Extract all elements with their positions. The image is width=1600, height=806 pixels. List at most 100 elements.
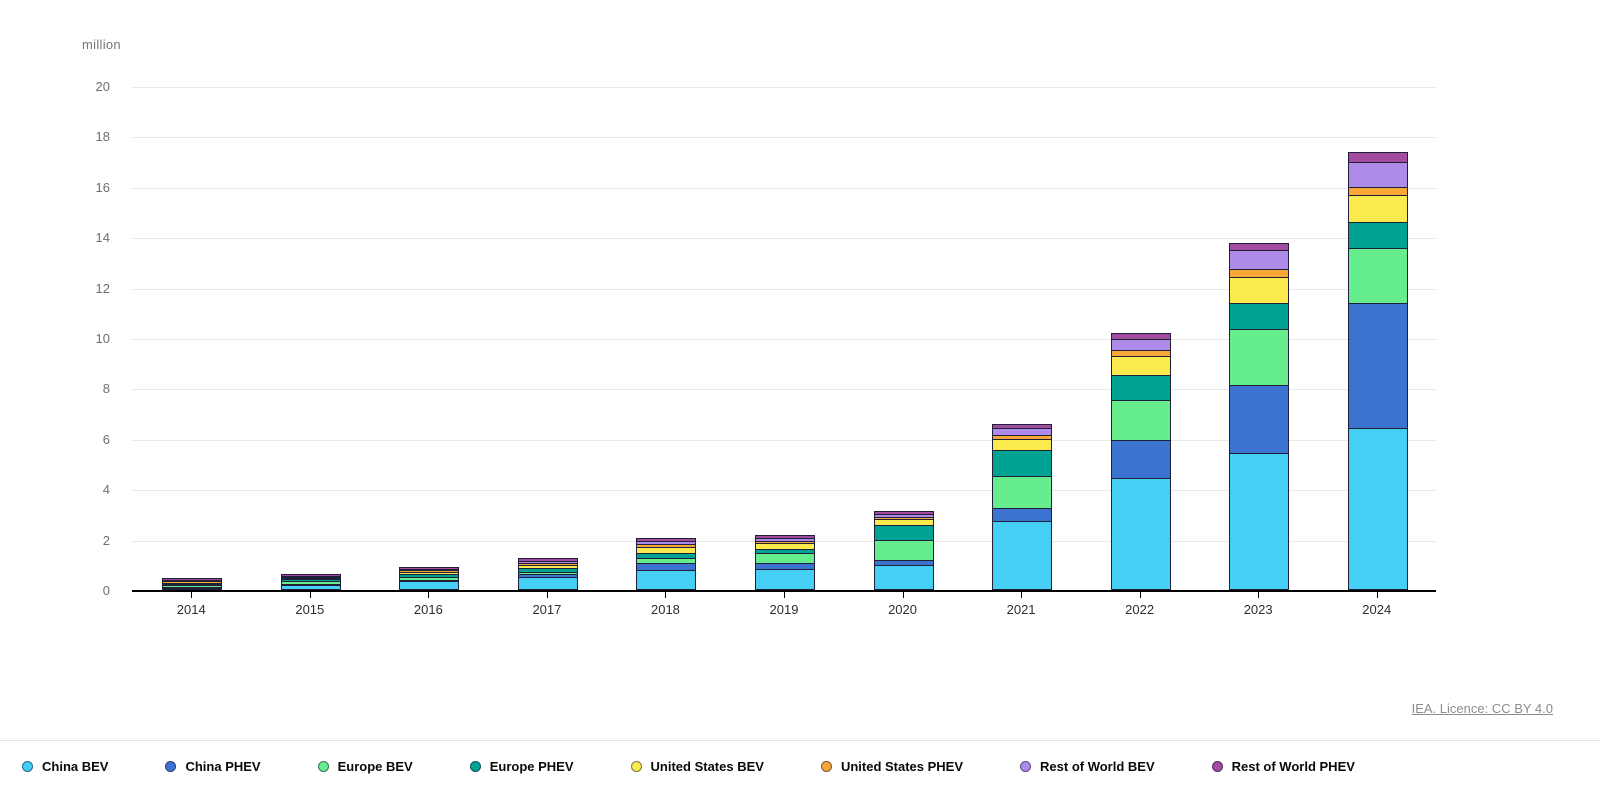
segment-united-states-bev-2017[interactable] bbox=[518, 565, 577, 568]
segment-united-states-phev-2015[interactable] bbox=[281, 576, 340, 578]
segment-europe-bev-2015[interactable] bbox=[281, 581, 340, 584]
segment-rest-of-world-bev-2023[interactable] bbox=[1230, 250, 1289, 269]
segment-china-phev-2015[interactable] bbox=[281, 583, 340, 586]
x-tick-2016 bbox=[428, 591, 430, 598]
segment-europe-bev-2019[interactable] bbox=[756, 553, 814, 563]
segment-europe-phev-2022[interactable] bbox=[1111, 374, 1170, 400]
segment-rest-of-world-phev-2017[interactable] bbox=[518, 559, 577, 562]
segment-united-states-bev-2020[interactable] bbox=[874, 518, 933, 525]
y-tick-label-0: 0 bbox=[102, 583, 110, 598]
segment-united-states-phev-2016[interactable] bbox=[400, 570, 459, 573]
segment-rest-of-world-phev-2019[interactable] bbox=[756, 535, 814, 538]
iea-licence-link[interactable]: IEA. Licence: CC BY 4.0 bbox=[1411, 701, 1553, 716]
segment-rest-of-world-bev-2024[interactable] bbox=[1348, 161, 1407, 188]
segment-europe-phev-2017[interactable] bbox=[518, 567, 577, 572]
segment-united-states-phev-2017[interactable] bbox=[518, 562, 577, 566]
segment-united-states-bev-2023[interactable] bbox=[1230, 276, 1289, 303]
segment-united-states-bev-2015[interactable] bbox=[281, 577, 340, 580]
segment-europe-bev-2016[interactable] bbox=[400, 577, 459, 580]
segment-europe-phev-2015[interactable] bbox=[281, 579, 340, 582]
segment-china-phev-2020[interactable] bbox=[874, 559, 933, 565]
segment-united-states-phev-2014[interactable] bbox=[163, 581, 222, 583]
segment-europe-bev-2024[interactable] bbox=[1348, 247, 1407, 303]
segment-china-bev-2022[interactable] bbox=[1111, 478, 1170, 589]
legend-item-rest-of-world-phev[interactable]: Rest of World PHEV bbox=[1211, 759, 1355, 774]
segment-china-phev-2017[interactable] bbox=[518, 574, 577, 578]
segment-united-states-bev-2021[interactable] bbox=[993, 439, 1052, 451]
segment-rest-of-world-phev-2024[interactable] bbox=[1348, 153, 1407, 162]
segment-europe-bev-2022[interactable] bbox=[1111, 399, 1170, 441]
segment-china-bev-2016[interactable] bbox=[400, 581, 459, 589]
legend-item-europe-bev[interactable]: Europe BEV bbox=[317, 759, 413, 774]
legend-item-china-phev[interactable]: China PHEV bbox=[165, 759, 261, 774]
segment-europe-bev-2014[interactable] bbox=[163, 585, 222, 587]
legend-item-china-bev[interactable]: China BEV bbox=[22, 759, 108, 774]
segment-united-states-phev-2023[interactable] bbox=[1230, 268, 1289, 277]
segment-united-states-phev-2024[interactable] bbox=[1348, 187, 1407, 195]
segment-united-states-phev-2021[interactable] bbox=[993, 434, 1052, 440]
segment-rest-of-world-bev-2015[interactable] bbox=[281, 575, 340, 577]
segment-europe-phev-2019[interactable] bbox=[756, 548, 814, 554]
segment-united-states-bev-2016[interactable] bbox=[400, 572, 459, 575]
segment-rest-of-world-bev-2022[interactable] bbox=[1111, 339, 1170, 350]
segment-china-bev-2021[interactable] bbox=[993, 520, 1052, 589]
segment-rest-of-world-phev-2015[interactable] bbox=[281, 574, 340, 576]
segment-united-states-bev-2022[interactable] bbox=[1111, 355, 1170, 375]
segment-china-bev-2019[interactable] bbox=[756, 568, 814, 589]
segment-china-bev-2017[interactable] bbox=[518, 577, 577, 589]
segment-europe-bev-2017[interactable] bbox=[518, 571, 577, 575]
segment-china-phev-2021[interactable] bbox=[993, 508, 1052, 521]
segment-china-phev-2018[interactable] bbox=[637, 562, 696, 570]
legend-item-rest-of-world-bev[interactable]: Rest of World BEV bbox=[1020, 759, 1155, 774]
segment-china-bev-2024[interactable] bbox=[1348, 427, 1407, 589]
segment-united-states-phev-2018[interactable] bbox=[637, 544, 696, 548]
segment-united-states-phev-2019[interactable] bbox=[756, 540, 814, 543]
segment-china-phev-2019[interactable] bbox=[756, 562, 814, 569]
segment-united-states-bev-2019[interactable] bbox=[756, 542, 814, 549]
segment-europe-bev-2021[interactable] bbox=[993, 475, 1052, 509]
segment-china-bev-2015[interactable] bbox=[281, 585, 340, 589]
segment-united-states-bev-2018[interactable] bbox=[637, 547, 696, 554]
segment-rest-of-world-bev-2017[interactable] bbox=[518, 561, 577, 563]
segment-rest-of-world-bev-2019[interactable] bbox=[756, 537, 814, 541]
segment-rest-of-world-phev-2020[interactable] bbox=[874, 512, 933, 515]
segment-rest-of-world-phev-2018[interactable] bbox=[637, 539, 696, 542]
segment-rest-of-world-phev-2016[interactable] bbox=[400, 568, 459, 570]
segment-europe-phev-2020[interactable] bbox=[874, 524, 933, 540]
segment-united-states-phev-2020[interactable] bbox=[874, 517, 933, 519]
segment-europe-phev-2018[interactable] bbox=[637, 553, 696, 558]
segment-rest-of-world-bev-2018[interactable] bbox=[637, 541, 696, 545]
segment-europe-bev-2020[interactable] bbox=[874, 539, 933, 560]
segment-rest-of-world-bev-2021[interactable] bbox=[993, 428, 1052, 435]
segment-united-states-phev-2022[interactable] bbox=[1111, 349, 1170, 356]
legend-swatch-china-phev bbox=[165, 760, 177, 772]
segment-china-phev-2023[interactable] bbox=[1230, 384, 1289, 453]
segment-rest-of-world-phev-2023[interactable] bbox=[1230, 243, 1289, 251]
segment-united-states-bev-2014[interactable] bbox=[163, 582, 222, 585]
segment-rest-of-world-phev-2021[interactable] bbox=[993, 425, 1052, 429]
segment-china-phev-2016[interactable] bbox=[400, 579, 459, 582]
segment-europe-phev-2021[interactable] bbox=[993, 450, 1052, 476]
segment-europe-phev-2014[interactable] bbox=[163, 584, 222, 586]
segment-rest-of-world-phev-2014[interactable] bbox=[163, 579, 222, 581]
legend-item-europe-phev[interactable]: Europe PHEV bbox=[469, 759, 574, 774]
segment-europe-phev-2016[interactable] bbox=[400, 574, 459, 578]
segment-europe-phev-2023[interactable] bbox=[1230, 302, 1289, 330]
segment-europe-bev-2023[interactable] bbox=[1230, 329, 1289, 385]
legend-item-united-states-phev[interactable]: United States PHEV bbox=[820, 759, 963, 774]
segment-china-bev-2014[interactable] bbox=[163, 587, 222, 589]
segment-united-states-bev-2024[interactable] bbox=[1348, 194, 1407, 223]
segment-europe-phev-2024[interactable] bbox=[1348, 222, 1407, 248]
segment-china-phev-2014[interactable] bbox=[163, 586, 222, 588]
segment-europe-bev-2018[interactable] bbox=[637, 557, 696, 563]
segment-rest-of-world-phev-2022[interactable] bbox=[1111, 334, 1170, 340]
segment-china-bev-2023[interactable] bbox=[1230, 452, 1289, 589]
legend-item-united-states-bev[interactable]: United States BEV bbox=[630, 759, 764, 774]
segment-china-phev-2024[interactable] bbox=[1348, 302, 1407, 428]
segment-china-phev-2022[interactable] bbox=[1111, 440, 1170, 479]
segment-rest-of-world-bev-2016[interactable] bbox=[400, 569, 459, 571]
segment-china-bev-2018[interactable] bbox=[637, 569, 696, 589]
segment-china-bev-2020[interactable] bbox=[874, 565, 933, 589]
segment-rest-of-world-bev-2020[interactable] bbox=[874, 514, 933, 518]
segment-rest-of-world-bev-2014[interactable] bbox=[163, 580, 222, 582]
